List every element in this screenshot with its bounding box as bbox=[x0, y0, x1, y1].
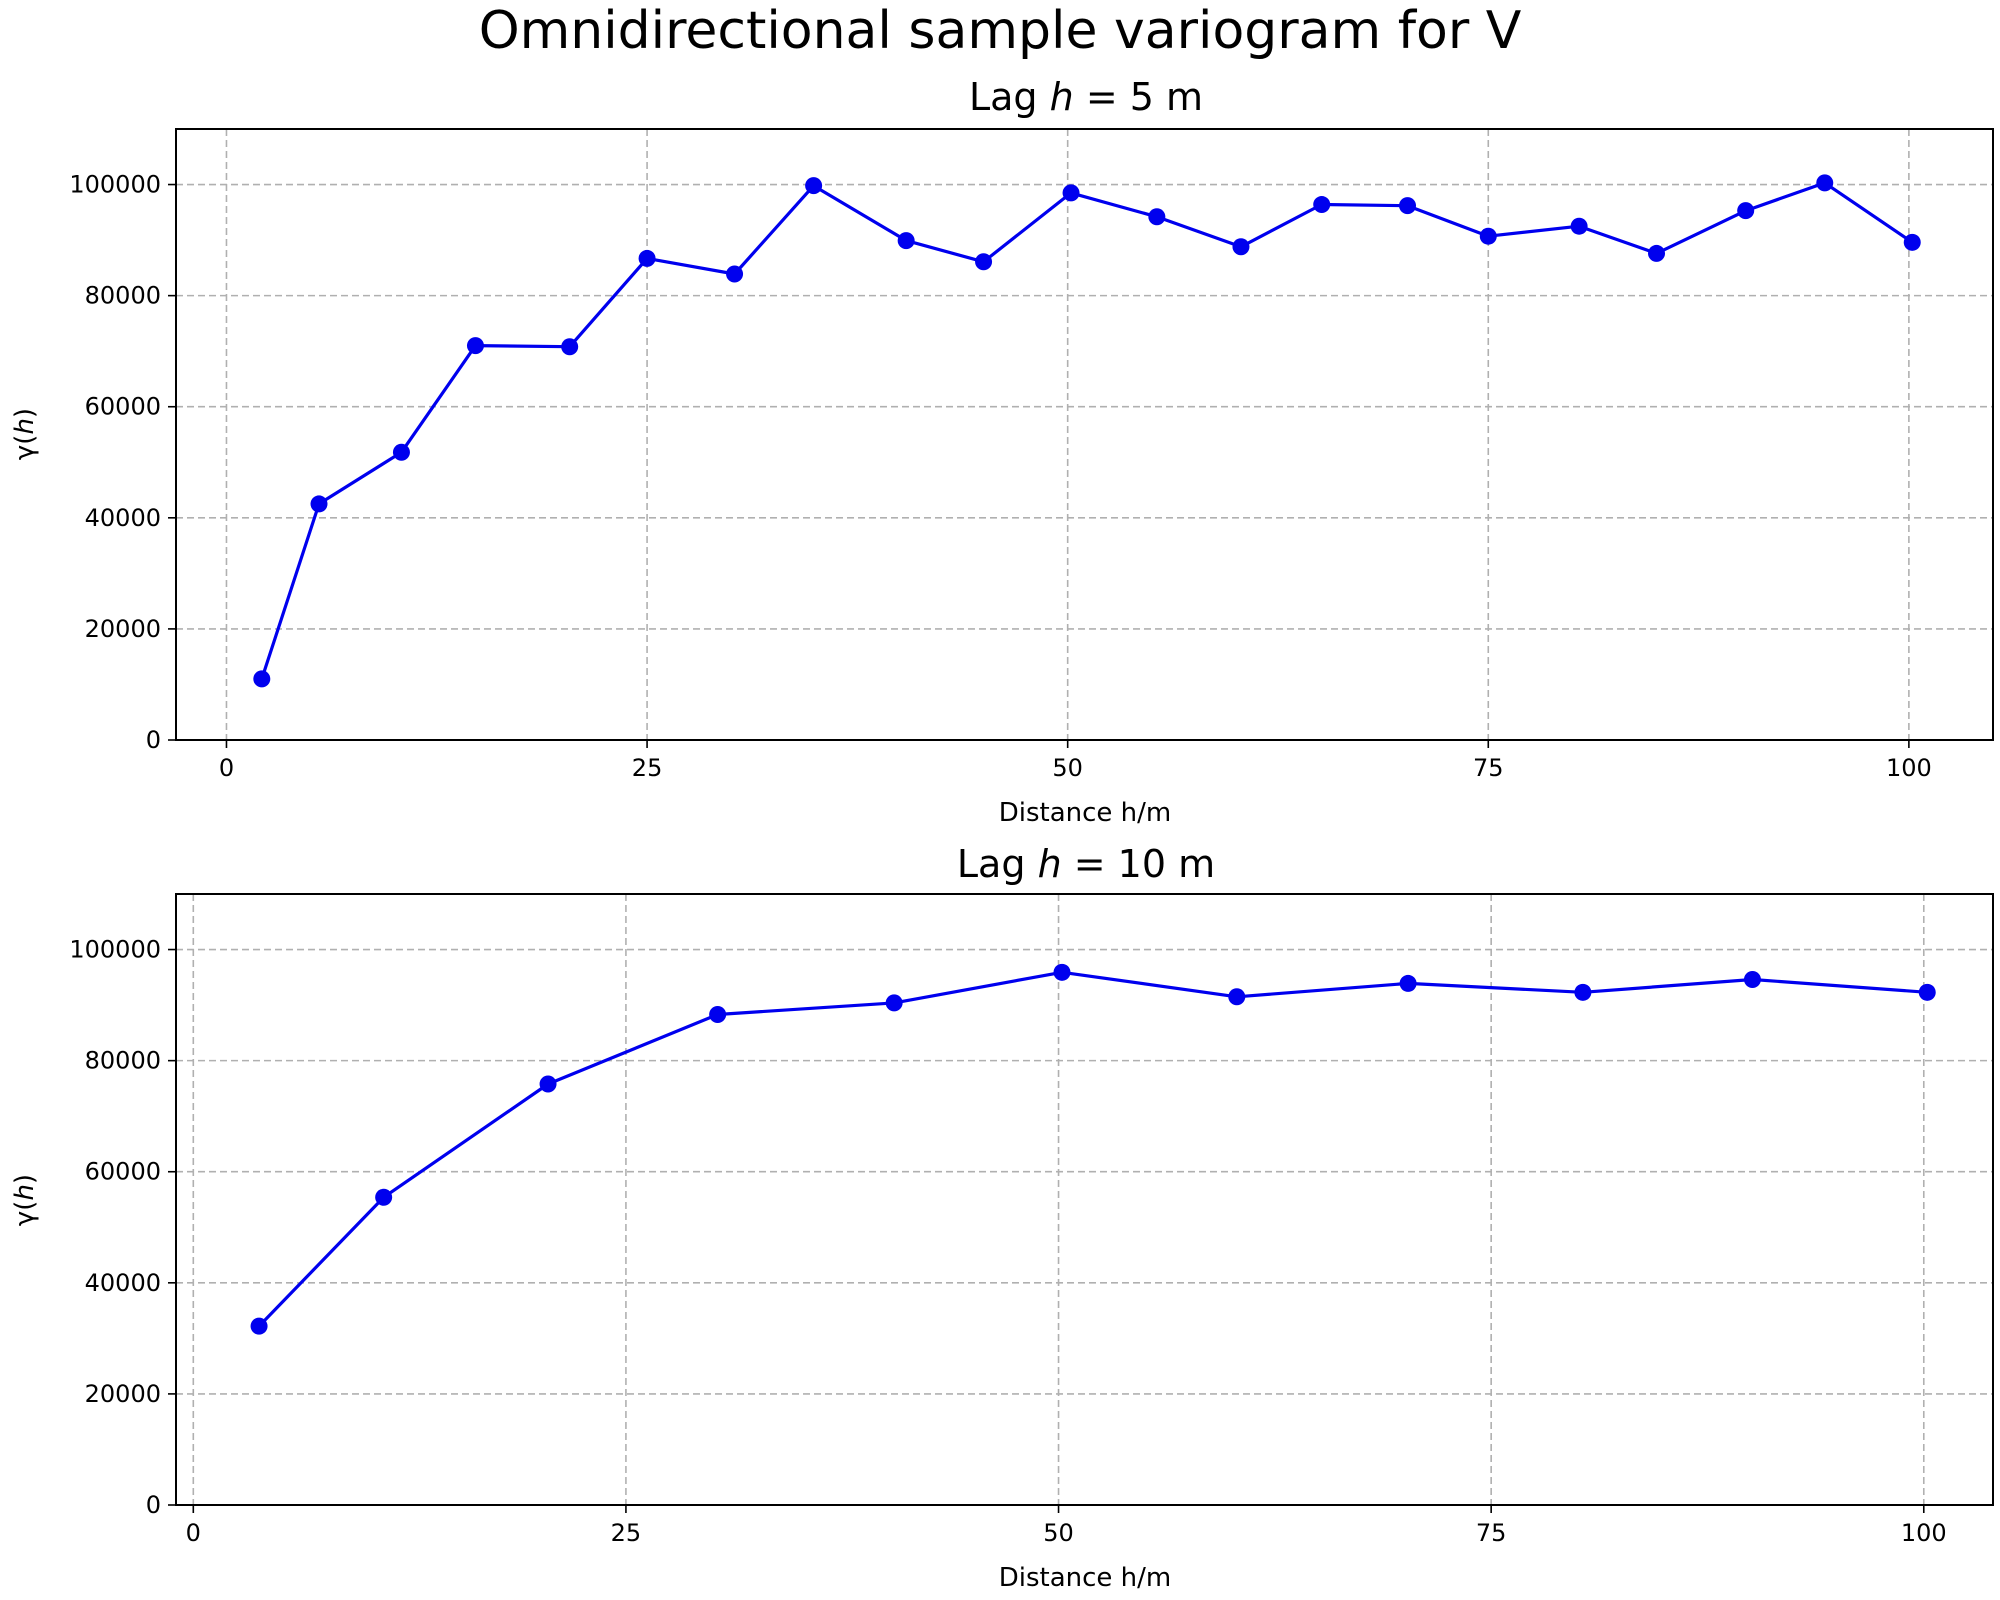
panel-2-y-tick-label: 0 bbox=[146, 1491, 161, 1519]
panel-1-data-point bbox=[1232, 238, 1250, 256]
panel-1-x-axis-label: Distance h/m bbox=[999, 798, 1172, 828]
panel-1-y-tick-label: 80000 bbox=[85, 282, 161, 310]
panel-1-data-point bbox=[392, 443, 410, 461]
panel-1-data-point bbox=[897, 232, 915, 250]
panel-1-data-point bbox=[1737, 202, 1755, 220]
panel-1-data-point bbox=[1903, 233, 1921, 251]
panel-2-data-point bbox=[375, 1188, 393, 1206]
panel-2-data-point bbox=[1918, 983, 1936, 1001]
panel-1-x-tick-label: 0 bbox=[219, 754, 234, 782]
panel-1-x-tick-label: 75 bbox=[1473, 754, 1504, 782]
panel-1-data-point bbox=[726, 265, 744, 283]
panel-1-x-tick-label: 25 bbox=[632, 754, 663, 782]
panel-2-data-point bbox=[1574, 983, 1592, 1001]
panel-2-x-tick-label: 100 bbox=[1901, 1519, 1947, 1547]
panel-1-data-point bbox=[1570, 217, 1588, 235]
panel-2-ylabel-prefix: γ( bbox=[10, 1201, 40, 1227]
panel-2-data-point bbox=[709, 1006, 727, 1024]
panel-2-data-point bbox=[885, 994, 903, 1012]
panel-2-y-tick-label: 20000 bbox=[85, 1380, 161, 1408]
panel-1-data-point bbox=[638, 249, 656, 267]
panel-1-data-point bbox=[466, 337, 484, 355]
panel-1-data-point bbox=[1479, 227, 1497, 245]
panel-1-title-suffix: = 5 m bbox=[1074, 75, 1203, 119]
panel-1-y-tick-label: 40000 bbox=[85, 504, 161, 532]
panel-1-title-prefix: Lag bbox=[969, 75, 1050, 119]
panel-2-ylabel-suffix: ) bbox=[10, 1174, 40, 1184]
panel-1-data-point bbox=[1062, 184, 1080, 202]
panel-2-title-prefix: Lag bbox=[957, 842, 1038, 886]
panel-2-data-point bbox=[539, 1075, 557, 1093]
panel-1-data-point bbox=[561, 338, 579, 356]
panel-1-y-axis-label: γ(h) bbox=[10, 408, 40, 460]
panel-1-y-tick-label: 100000 bbox=[69, 171, 161, 199]
panel-1-y-tick-label: 60000 bbox=[85, 393, 161, 421]
panel-1-data-point bbox=[805, 177, 823, 195]
panel-1-axes-frame bbox=[175, 128, 1994, 741]
panel-1-data-point bbox=[253, 670, 271, 688]
panel-1-data-point bbox=[1148, 208, 1166, 226]
panel-2-ylabel-var: h bbox=[10, 1184, 40, 1200]
panel-2-axes-frame bbox=[175, 893, 1994, 1506]
panel-1-y-tick-label: 20000 bbox=[85, 615, 161, 643]
panel-1-data-point bbox=[1648, 244, 1666, 262]
panel-1-ylabel-prefix: γ( bbox=[10, 435, 40, 461]
panel-2-title: Lag h = 10 m bbox=[957, 842, 1215, 886]
panel-2-x-tick-label: 50 bbox=[1043, 1519, 1074, 1547]
panel-2-title-suffix: = 10 m bbox=[1062, 842, 1215, 886]
panel-1-data-point bbox=[975, 253, 993, 271]
panel-1-y-tick-label: 0 bbox=[146, 726, 161, 754]
panel-2-data-point bbox=[1053, 963, 1071, 981]
panel-2-data-point bbox=[1743, 971, 1761, 989]
panel-1-data-point bbox=[1816, 174, 1834, 192]
panel-2-data-point bbox=[250, 1317, 268, 1335]
panel-1-data-point bbox=[1313, 196, 1331, 214]
panel-2-y-tick-label: 40000 bbox=[85, 1269, 161, 1297]
panel-2-x-tick-label: 25 bbox=[611, 1519, 642, 1547]
panel-1-title-var: h bbox=[1050, 75, 1074, 119]
panel-1-ylabel-var: h bbox=[10, 418, 40, 434]
panel-2-x-tick-label: 0 bbox=[186, 1519, 201, 1547]
panel-1-x-tick-label: 100 bbox=[1886, 754, 1932, 782]
panel-1-lag-5m: 0 25 50 75 100 0 20000 40000 60000 80000 100000 bbox=[69, 128, 1994, 782]
panel-2-y-axis-label: γ(h) bbox=[10, 1174, 40, 1226]
panel-2-y-tick-label: 60000 bbox=[85, 1158, 161, 1186]
panel-1-ylabel-suffix: ) bbox=[10, 408, 40, 418]
panel-2-data-point bbox=[1399, 974, 1417, 992]
figure-title: Omnidirectional sample variogram for V bbox=[479, 1, 1522, 61]
panel-2-title-var: h bbox=[1038, 842, 1062, 886]
panel-1-data-point bbox=[1399, 197, 1417, 215]
panel-2-x-axis-label: Distance h/m bbox=[999, 1563, 1172, 1593]
panel-1-x-tick-label: 50 bbox=[1052, 754, 1083, 782]
panel-2-lag-10m: 0 25 50 75 100 0 20000 40000 60000 80000 100000 bbox=[69, 893, 1994, 1547]
panel-2-y-tick-label: 100000 bbox=[69, 936, 161, 964]
panel-2-y-tick-label: 80000 bbox=[85, 1047, 161, 1075]
panel-2-x-tick-label: 75 bbox=[1476, 1519, 1507, 1547]
panel-1-data-point bbox=[310, 495, 328, 513]
panel-2-data-point bbox=[1228, 988, 1246, 1006]
panel-1-title: Lag h = 5 m bbox=[969, 75, 1203, 119]
